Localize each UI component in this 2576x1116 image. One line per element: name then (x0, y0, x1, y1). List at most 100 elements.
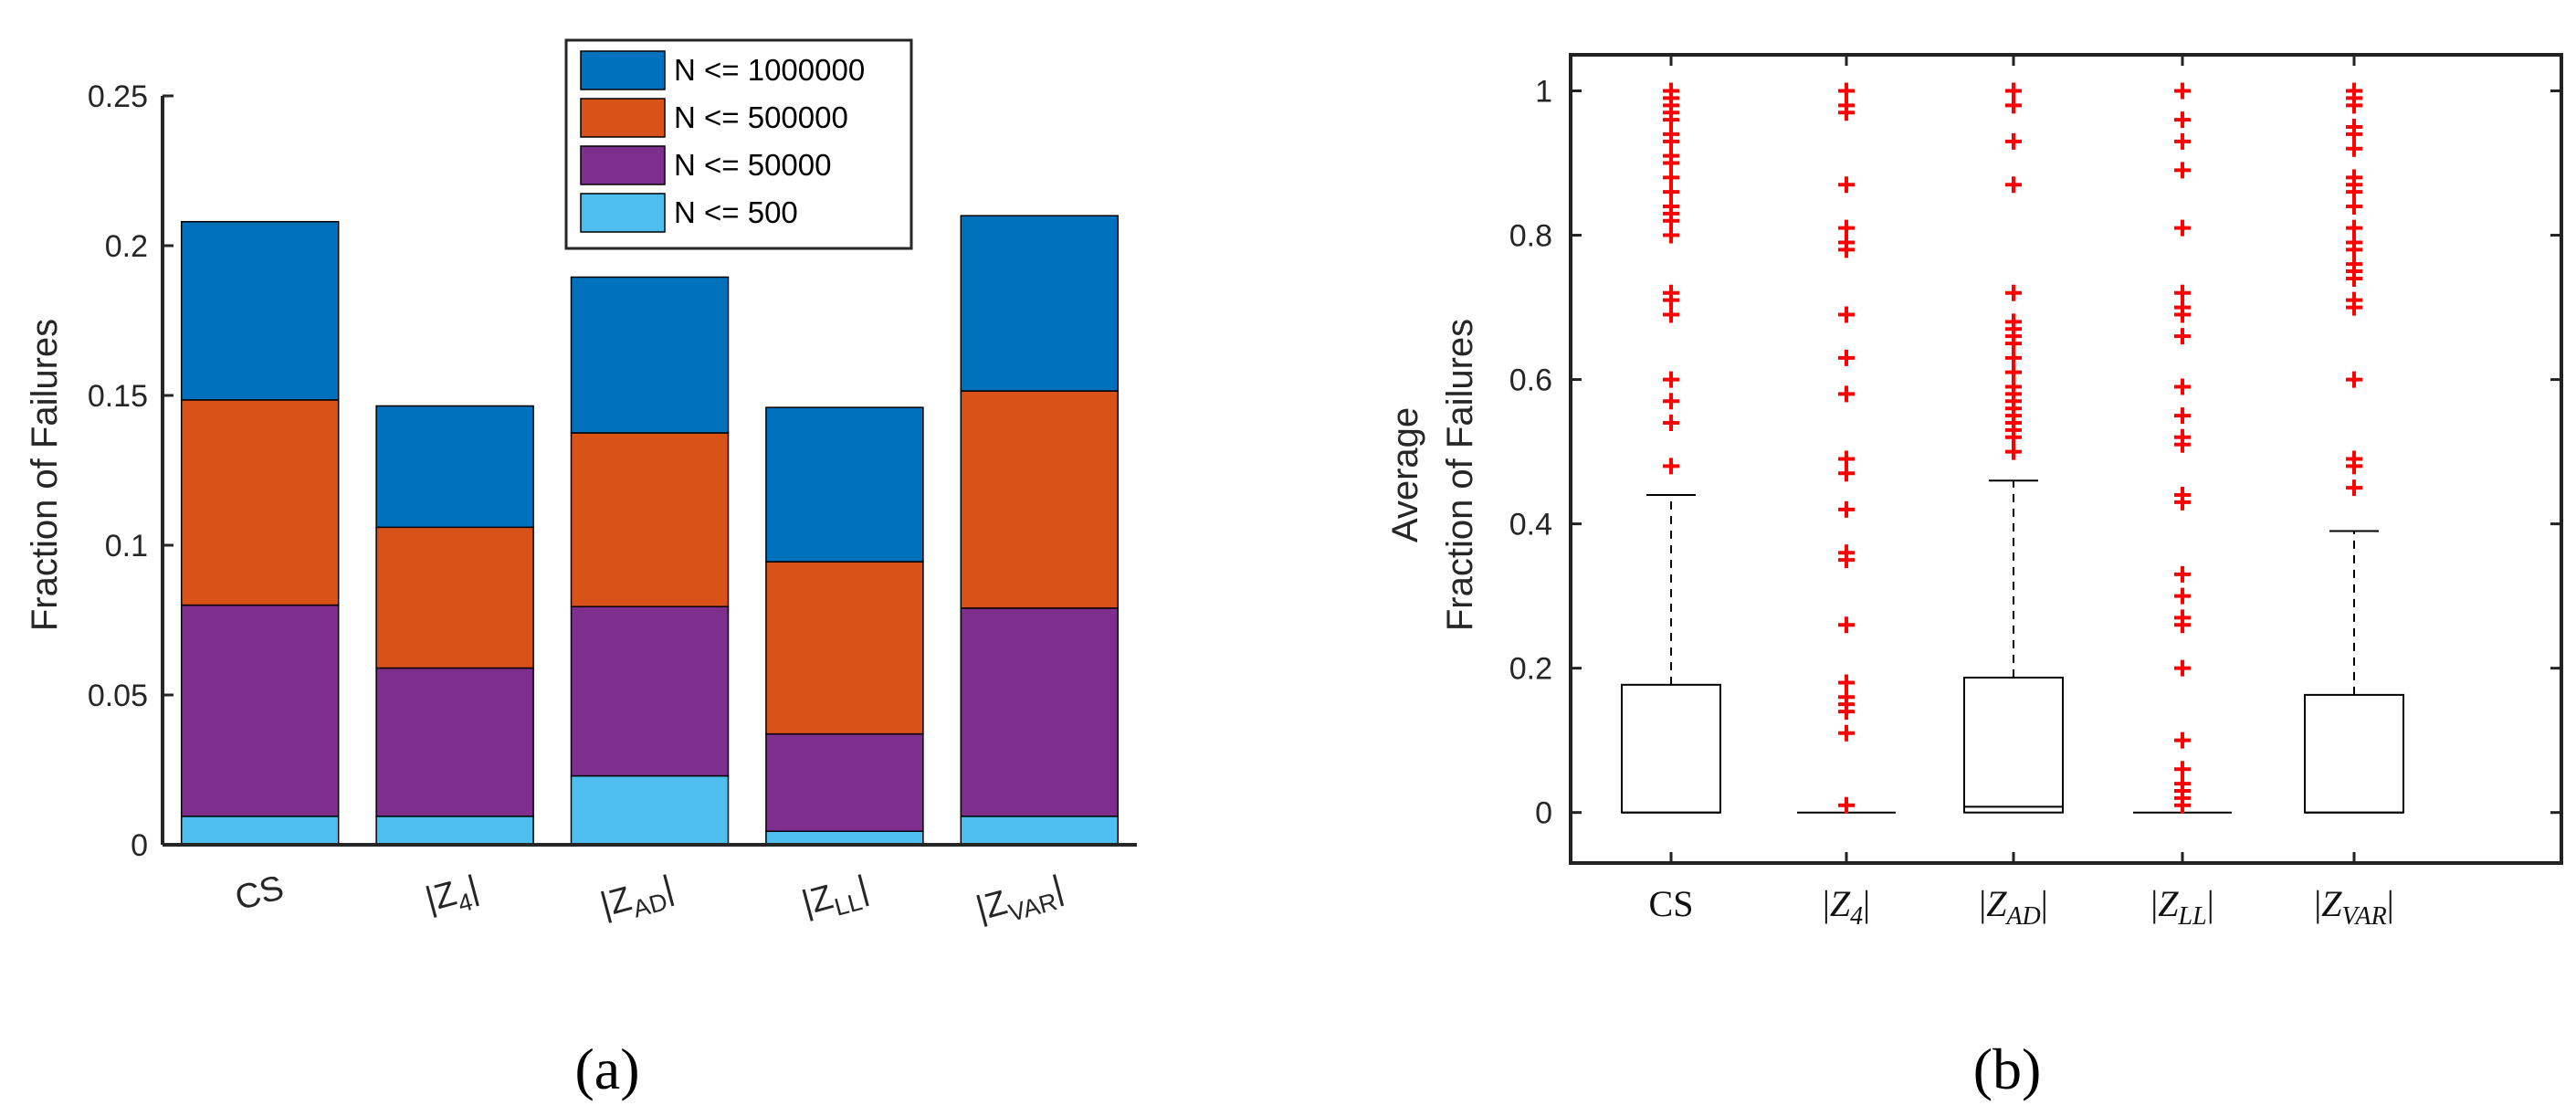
outlier-marker (2174, 407, 2191, 425)
y-tick-label: 0.2 (105, 229, 148, 264)
x-tick-label: |ZAD| (596, 869, 678, 931)
outlier-marker (2005, 443, 2022, 460)
outlier-marker (2005, 313, 2022, 331)
x-tick-label: |ZAD| (1979, 883, 2048, 931)
x-tick-label: |ZVAR| (2314, 883, 2394, 931)
outlier-marker (1663, 184, 1679, 201)
panel-b-y-axis-title-line-1: Average (1385, 407, 1425, 542)
y-tick-label: 0.4 (1509, 508, 1552, 542)
y-tick-label: 0.8 (1509, 219, 1552, 254)
panel-b-label: (b) (1973, 1037, 2042, 1101)
outlier-marker (2174, 82, 2191, 100)
legend-entry-label: N <= 1000000 (674, 53, 865, 87)
outlier-marker (2174, 299, 2191, 316)
y-tick-label: 0.6 (1509, 363, 1552, 398)
outlier-marker (1663, 169, 1679, 186)
outlier-marker (2346, 140, 2362, 157)
y-tick-label: 0.2 (1509, 652, 1552, 687)
outlier-marker (2174, 609, 2191, 626)
bar-segment-1-4 (180, 221, 340, 401)
bar-segment-1-3 (180, 399, 340, 606)
bar-segment-1-1 (180, 816, 340, 846)
legend-swatch (580, 145, 666, 185)
legend-swatch (580, 98, 666, 138)
outlier-marker (2005, 363, 2022, 381)
outlier-marker (2174, 775, 2191, 793)
panel-a-legend: N <= 1000000 N <= 500000 N <= 50000 N <= 50… (564, 38, 913, 250)
outlier-marker (2005, 97, 2022, 114)
outlier-marker (2346, 82, 2362, 100)
bar-segment-5-2 (960, 607, 1120, 817)
outlier-marker (1838, 796, 1855, 814)
outlier-marker (2346, 479, 2362, 497)
box-group (2304, 82, 2404, 814)
outlier-marker (1838, 500, 1855, 518)
y-tick-label: 0 (131, 828, 148, 863)
outlier-marker (2174, 565, 2191, 583)
y-tick-label: 0.15 (88, 379, 148, 414)
panel-b-boxes (1621, 82, 2404, 814)
x-tick-label: CS (231, 869, 288, 918)
outlier-marker (2005, 284, 2022, 301)
bar-segment-2-2 (375, 667, 534, 817)
outlier-marker (1838, 349, 1855, 366)
outlier-marker (2174, 732, 2191, 749)
panel-a-x-ticks: CS |Z4| |ZAD| |ZLL| |ZVAR| (231, 869, 1069, 934)
panel-a-axes (161, 96, 1137, 847)
outlier-marker (1663, 226, 1679, 244)
outlier-marker (2005, 378, 2022, 395)
outlier-marker (1663, 371, 1679, 388)
box-group (2133, 82, 2232, 814)
bar-segment-3-2 (570, 605, 730, 777)
y-tick-label: 1 (1535, 75, 1552, 110)
outlier-marker (2174, 761, 2191, 778)
box-group (1797, 82, 1896, 814)
outlier-marker (1663, 284, 1679, 301)
outlier-marker (1838, 450, 1855, 468)
x-tick-label: |ZLL| (2150, 883, 2213, 931)
panel-a-y-axis-title: Fraction of Failures (25, 319, 65, 631)
bar-segment-5-1 (960, 816, 1120, 846)
bar-segment-5-4 (960, 215, 1120, 392)
outlier-marker (2346, 119, 2362, 136)
legend-entry-label: N <= 500000 (674, 100, 848, 134)
outlier-marker (2346, 371, 2362, 388)
x-tick-label: |ZLL| (798, 869, 874, 929)
box-group (1621, 82, 1721, 814)
bar-segment-4-1 (765, 830, 924, 846)
outlier-marker (1838, 234, 1855, 251)
outlier-marker (1838, 306, 1855, 323)
outlier-marker (1838, 724, 1855, 742)
bar-segment-1-2 (180, 604, 340, 817)
bar-segment-4-4 (765, 406, 924, 563)
x-tick-label: CS (1649, 883, 1694, 924)
bar-segment-3-1 (570, 774, 730, 846)
x-tick-label: |ZVAR| (973, 869, 1069, 934)
bar-segment-2-4 (375, 405, 534, 529)
panel-b-plot-frame (1569, 53, 2563, 865)
outlier-marker (2346, 450, 2362, 468)
outlier-marker (2346, 219, 2362, 237)
outlier-marker (1838, 674, 1855, 691)
panel-b-y-ticks: 0 0.2 0.4 0.6 0.8 1 (1509, 75, 2561, 831)
y-tick-label: 0.05 (88, 679, 148, 713)
outlier-marker (2174, 378, 2191, 395)
outlier-marker (2174, 428, 2191, 446)
x-tick-label: |Z4| (422, 869, 485, 925)
outlier-marker (2174, 487, 2191, 504)
outlier-marker (2174, 284, 2191, 301)
bar-segment-4-2 (765, 732, 924, 832)
panel-a-stacked-bar-chart: 0 0.05 0.1 0.15 0.2 0.25 CS |Z4| |ZAD| |ZLL| |ZVA… (25, 38, 1137, 1101)
bar-segment-4-3 (765, 561, 924, 735)
legend-entry-label: N <= 50000 (674, 148, 831, 182)
x-tick-label: |Z4| (1823, 883, 1870, 931)
outlier-marker (1838, 97, 1855, 114)
panel-a-y-ticks: 0 0.05 0.1 0.15 0.2 0.25 (88, 79, 173, 863)
panel-b-y-axis-title: Average Fraction of Failures (1385, 319, 1480, 631)
outlier-marker (2005, 176, 2022, 194)
outlier-marker (2346, 169, 2362, 186)
panel-b-y-axis-title-line-2: Fraction of Failures (1440, 319, 1480, 631)
outlier-marker (1838, 82, 1855, 100)
legend-entry-label: N <= 500 (674, 195, 798, 229)
